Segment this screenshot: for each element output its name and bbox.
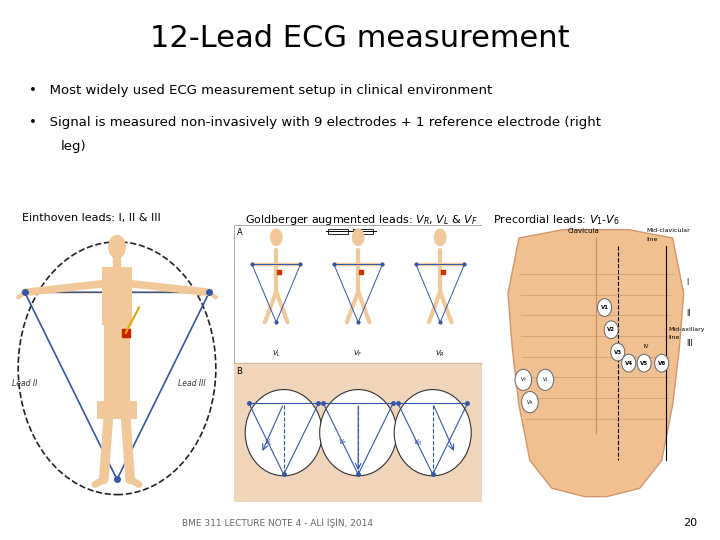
Circle shape (246, 389, 322, 476)
FancyBboxPatch shape (234, 226, 482, 363)
Circle shape (515, 369, 531, 390)
Text: 12-Lead ECG measurement: 12-Lead ECG measurement (150, 24, 570, 53)
Text: Einthoven leads: I, II & III: Einthoven leads: I, II & III (22, 213, 161, 224)
Text: Lead III: Lead III (179, 379, 206, 388)
Text: IV: IV (644, 344, 649, 349)
Text: A: A (236, 228, 242, 237)
Text: BME 311 LECTURE NOTE 4 - ALİ İŞİN, 2014: BME 311 LECTURE NOTE 4 - ALİ İŞİN, 2014 (181, 518, 373, 528)
Text: •   Signal is measured non-invasively with 9 electrodes + 1 reference electrode : • Signal is measured non-invasively with… (29, 116, 600, 129)
Text: line: line (668, 335, 680, 340)
Text: $V_L$: $V_L$ (264, 437, 274, 448)
Text: Lead II: Lead II (12, 379, 37, 388)
Text: Mid-clavicular: Mid-clavicular (647, 228, 690, 233)
Text: I: I (686, 278, 688, 287)
Text: V5: V5 (640, 361, 648, 366)
Text: V4: V4 (625, 361, 633, 366)
Text: Lead I: Lead I (105, 271, 129, 280)
Text: Mid-axillary: Mid-axillary (668, 327, 705, 332)
Text: III: III (686, 339, 693, 348)
Text: $V_F$: $V_F$ (354, 349, 363, 359)
Text: line: line (647, 237, 657, 241)
Text: $V_L$: $V_L$ (541, 375, 549, 384)
Text: $V_F$: $V_F$ (338, 437, 348, 448)
Text: II: II (686, 308, 690, 318)
Circle shape (320, 389, 397, 476)
Circle shape (604, 321, 618, 339)
Text: $V_L$: $V_L$ (271, 349, 281, 359)
Circle shape (395, 389, 471, 476)
Text: $V_R$: $V_R$ (436, 349, 445, 359)
FancyBboxPatch shape (232, 363, 485, 505)
Text: Precordial leads: $V_1$-$V_6$: Precordial leads: $V_1$-$V_6$ (493, 213, 620, 227)
Text: V6: V6 (657, 361, 666, 366)
PathPatch shape (508, 230, 684, 497)
Circle shape (654, 354, 669, 372)
Text: V2: V2 (607, 327, 615, 332)
Text: V3: V3 (613, 349, 622, 355)
FancyBboxPatch shape (354, 229, 373, 234)
Text: •   Most widely used ECG measurement setup in clinical environment: • Most widely used ECG measurement setup… (29, 84, 492, 97)
Circle shape (537, 369, 554, 390)
Text: leg): leg) (61, 140, 87, 153)
Circle shape (611, 343, 625, 361)
Ellipse shape (435, 229, 446, 246)
Text: $V_F$: $V_F$ (520, 375, 527, 384)
Text: B: B (236, 367, 243, 376)
Circle shape (621, 354, 636, 372)
Ellipse shape (109, 235, 125, 258)
Ellipse shape (271, 229, 282, 246)
Text: Goldberger augmented leads: $V_R$, $V_L$ & $V_F$: Goldberger augmented leads: $V_R$, $V_L$… (245, 213, 478, 227)
Circle shape (598, 299, 611, 316)
Text: Clavicula: Clavicula (567, 228, 599, 234)
Text: 20: 20 (683, 518, 697, 528)
Circle shape (637, 354, 651, 372)
FancyBboxPatch shape (328, 229, 348, 234)
Text: $V_R$: $V_R$ (526, 397, 534, 407)
Circle shape (521, 392, 539, 413)
Text: $V_R$: $V_R$ (413, 437, 423, 448)
Text: V1: V1 (600, 305, 608, 310)
Ellipse shape (353, 229, 364, 246)
